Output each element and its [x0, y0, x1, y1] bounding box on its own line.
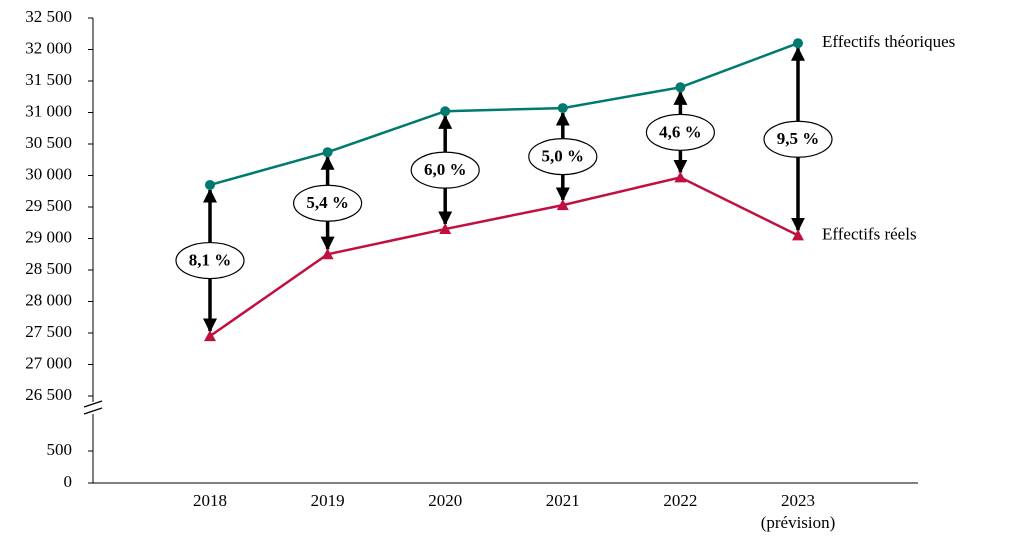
gap-label: 9,5 %	[777, 129, 820, 148]
x-tick-label: 2019	[311, 491, 345, 510]
y-tick-label: 500	[47, 440, 73, 459]
gap-badge	[293, 184, 363, 222]
gap-badge	[175, 241, 245, 280]
y-tick-label: 31 000	[25, 101, 72, 120]
series-label: Effectifs réels	[822, 224, 917, 243]
x-tick-label: 2020	[428, 491, 462, 510]
y-tick-label: 28 000	[25, 290, 72, 309]
point	[792, 229, 804, 241]
point	[205, 179, 215, 190]
point	[674, 171, 687, 183]
point	[675, 82, 686, 93]
gap-badge	[410, 151, 480, 189]
point	[439, 223, 452, 235]
gap-label: 5,0 %	[542, 147, 585, 166]
y-tick-label: 31 500	[25, 70, 72, 89]
point	[556, 199, 569, 211]
x-note: (prévision)	[761, 513, 836, 532]
x-tick-label: 2023	[781, 491, 815, 510]
series-line	[209, 176, 799, 338]
gap-label: 8,1 %	[189, 250, 232, 269]
y-tick-label: 27 000	[25, 353, 72, 372]
point	[204, 330, 216, 342]
x-tick-label: 2018	[193, 491, 227, 510]
y-tick-label: 26 500	[25, 385, 72, 404]
y-tick-label: 0	[64, 472, 73, 491]
gap-badge	[645, 113, 716, 151]
y-tick-label: 32 000	[25, 38, 72, 57]
y-tick-label: 29 500	[25, 196, 72, 215]
point	[321, 248, 334, 260]
y-tick-label: 29 000	[25, 227, 72, 246]
gap-label: 6,0 %	[424, 160, 467, 179]
y-tick-label: 30 000	[25, 164, 72, 183]
y-tick-label: 32 500	[25, 7, 72, 26]
point	[322, 147, 333, 158]
series-label: Effectifs théoriques	[822, 32, 955, 51]
x-tick-label: 2022	[663, 491, 697, 510]
series-line	[209, 42, 799, 187]
x-tick-label: 2021	[546, 491, 580, 510]
y-tick-label: 30 500	[25, 133, 72, 152]
axis-break	[83, 400, 103, 415]
y-tick-label: 27 500	[25, 322, 72, 341]
point	[440, 106, 451, 117]
y-tick-label: 28 500	[25, 259, 72, 278]
gap-badge	[763, 120, 833, 158]
gap-label: 4,6 %	[659, 122, 702, 141]
point	[793, 38, 803, 49]
point	[557, 103, 568, 114]
gap-label: 5,4 %	[306, 193, 349, 212]
gap-badge	[528, 138, 598, 176]
